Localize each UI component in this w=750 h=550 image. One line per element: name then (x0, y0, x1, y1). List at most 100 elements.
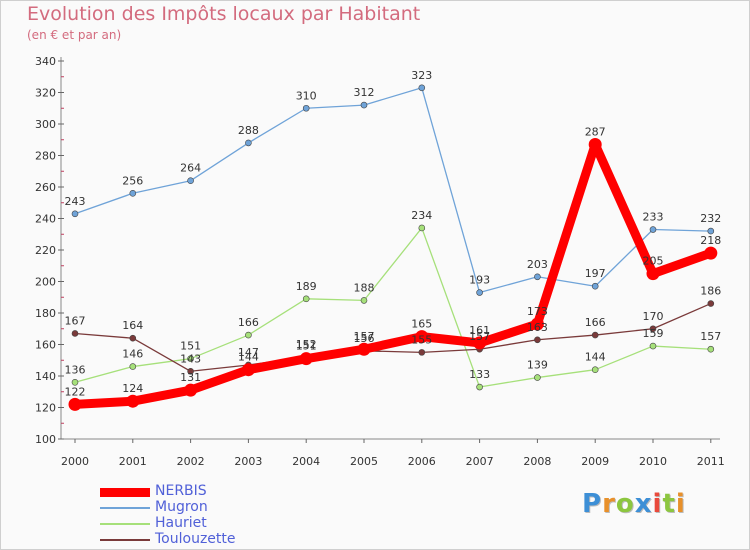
data-label: 173 (527, 305, 548, 318)
data-label: 139 (527, 359, 548, 372)
data-point (187, 367, 194, 375)
data-label: 288 (238, 124, 259, 137)
data-point (418, 224, 426, 232)
x-tick-label: 2010 (639, 455, 667, 468)
data-label: 151 (180, 340, 201, 353)
data-label: 287 (585, 125, 606, 138)
logo-letter: x (634, 489, 653, 519)
data-label: 159 (643, 327, 664, 340)
data-point (129, 334, 137, 342)
data-label: 156 (354, 332, 375, 345)
data-label: 157 (700, 330, 721, 343)
data-label: 166 (238, 316, 259, 329)
data-label: 170 (643, 310, 664, 323)
data-point (187, 177, 194, 184)
series-line-toulouzette (74, 302, 712, 372)
data-point (302, 104, 310, 112)
legend-swatch (100, 539, 150, 541)
data-point (126, 394, 140, 408)
logo-letter: r (602, 489, 616, 519)
data-point (299, 352, 313, 366)
x-tick-label: 2000 (61, 455, 89, 468)
legend-swatch (100, 487, 150, 497)
y-tick-label: 280 (35, 150, 56, 163)
y-tick-label: 300 (35, 118, 56, 131)
data-point (649, 325, 657, 333)
data-label: 157 (469, 330, 490, 343)
y-tick-label: 160 (35, 339, 56, 352)
data-point (129, 363, 137, 370)
data-label: 143 (180, 352, 201, 365)
data-label: 155 (411, 333, 432, 346)
x-tick-label: 2006 (408, 455, 436, 468)
data-label: 310 (296, 89, 317, 102)
y-tick-label: 100 (35, 433, 56, 446)
data-label: 232 (700, 212, 721, 225)
x-tick-label: 2002 (177, 455, 205, 468)
y-tick-label: 120 (35, 402, 56, 415)
data-label: 234 (411, 209, 432, 222)
data-label: 151 (296, 340, 317, 353)
data-label: 124 (122, 382, 143, 395)
data-point (707, 345, 715, 353)
chart-title: Evolution des Impôts locaux par Habitant (27, 3, 421, 25)
x-tick-label: 2004 (292, 455, 320, 468)
legend-label: Hauriet (155, 515, 207, 531)
data-label: 161 (469, 324, 490, 337)
data-point (357, 342, 371, 356)
logo-letter: P (582, 489, 603, 519)
data-point (534, 336, 541, 344)
data-point (184, 383, 198, 397)
data-point (646, 267, 660, 281)
y-tick-label: 180 (35, 307, 56, 320)
y-tick-label: 200 (35, 276, 56, 289)
x-tick-label: 2011 (697, 455, 725, 468)
data-point (530, 317, 544, 331)
data-point (649, 226, 657, 233)
data-label: 256 (122, 174, 143, 187)
data-label: 167 (65, 314, 86, 327)
data-label: 186 (700, 285, 721, 298)
data-point (245, 331, 252, 339)
y-tick-label: 240 (35, 213, 56, 226)
data-point (71, 378, 79, 386)
data-label: 203 (527, 258, 548, 271)
series-line-nerbis (70, 139, 716, 409)
x-tick-label: 2008 (523, 455, 551, 468)
series-line-mugron (74, 87, 712, 294)
data-point (241, 363, 255, 377)
data-label: 197 (585, 267, 606, 280)
data-label: 193 (469, 274, 490, 287)
data-point (245, 139, 252, 147)
data-point (415, 330, 429, 344)
x-tick-label: 2007 (466, 455, 494, 468)
data-point (68, 397, 82, 411)
data-label: 133 (469, 368, 490, 381)
data-label: 144 (238, 351, 259, 364)
data-point (473, 336, 487, 350)
data-point (360, 297, 368, 304)
x-tick-label: 2003 (234, 455, 262, 468)
series-line-hauriet (74, 227, 712, 388)
data-point (588, 137, 602, 151)
data-point (534, 374, 541, 381)
data-label: 152 (296, 338, 317, 351)
logo-letter: i (675, 489, 686, 519)
data-point (591, 331, 599, 339)
data-point (704, 246, 718, 260)
legend-label: Toulouzette (155, 531, 236, 547)
logo-letter: i (652, 489, 663, 519)
y-tick-label: 340 (35, 55, 56, 68)
data-label: 163 (527, 321, 548, 334)
data-point (649, 342, 657, 350)
chart-subtitle: (en € et par an) (27, 28, 122, 42)
data-point (534, 273, 541, 281)
y-tick-label: 140 (35, 370, 56, 383)
x-tick-label: 2005 (350, 455, 378, 468)
data-point (591, 366, 599, 374)
data-label: 165 (411, 318, 432, 331)
data-label: 218 (700, 234, 721, 247)
data-label: 131 (180, 371, 201, 384)
data-label: 188 (354, 281, 375, 294)
